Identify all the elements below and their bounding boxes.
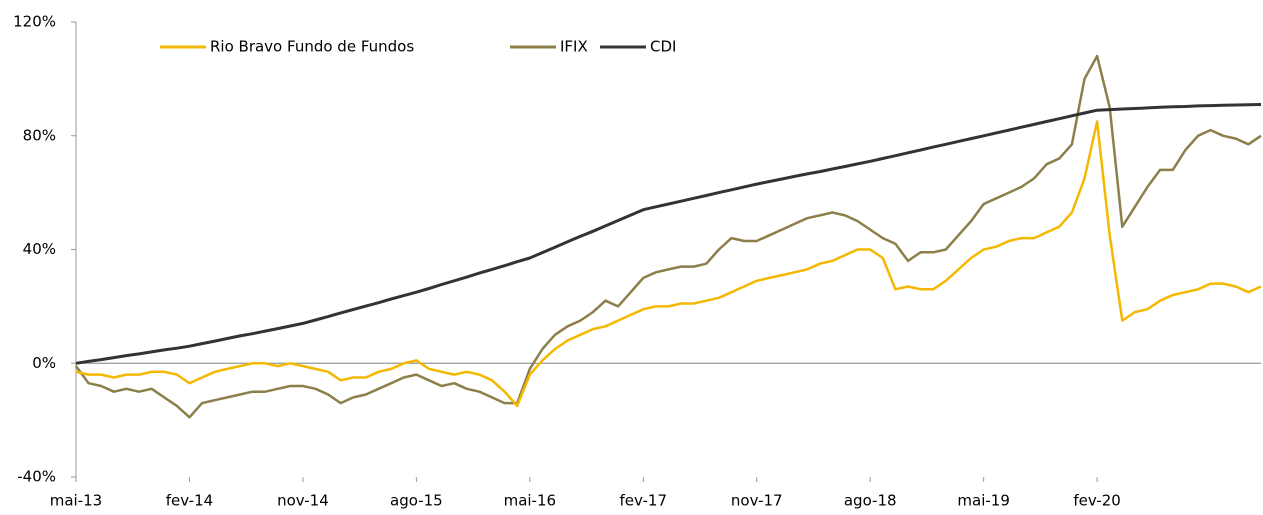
- x-tick-label: nov-14: [277, 492, 329, 510]
- y-tick-label: 0%: [32, 354, 56, 372]
- x-tick-label: ago-15: [390, 492, 443, 510]
- x-tick-label: nov-17: [731, 492, 783, 510]
- x-tick-label: mai-19: [957, 492, 1009, 510]
- x-tick-label: mai-13: [50, 492, 102, 510]
- x-tick-label: fev-14: [166, 492, 213, 510]
- legend-label: CDI: [650, 38, 676, 56]
- x-tick-label: mai-16: [504, 492, 556, 510]
- series-line: [75, 103, 1262, 365]
- x-tick-label: fev-20: [1073, 492, 1120, 510]
- x-tick-label: fev-17: [620, 492, 667, 510]
- y-tick-label: 40%: [23, 240, 56, 258]
- series-line: [74, 54, 1262, 419]
- series-line: [75, 120, 1262, 408]
- y-tick-label: 80%: [23, 126, 56, 144]
- x-tick-label: ago-18: [844, 492, 897, 510]
- legend-label: Rio Bravo Fundo de Fundos: [210, 38, 414, 56]
- legend-label: IFIX: [560, 38, 588, 56]
- y-tick-label: 120%: [13, 13, 56, 31]
- y-tick-label: -40%: [17, 468, 56, 486]
